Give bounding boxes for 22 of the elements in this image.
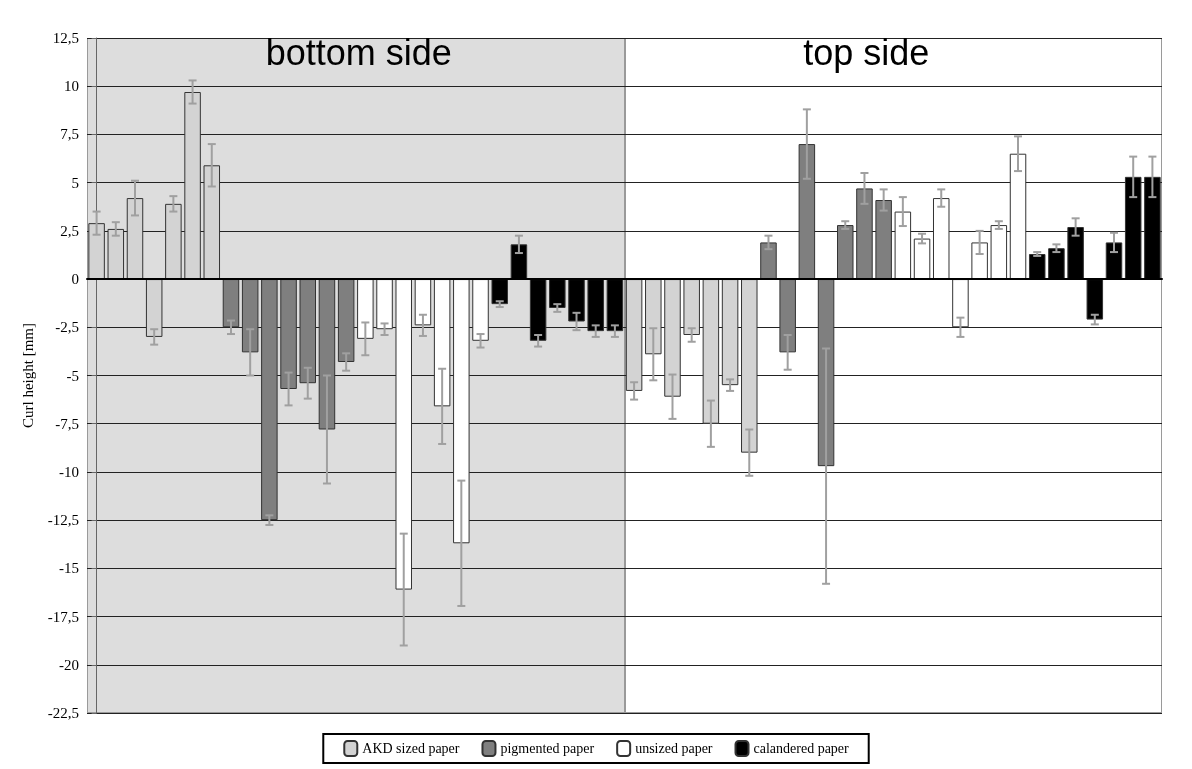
y-tick-label: 10 bbox=[64, 78, 79, 95]
y-tick-label: -7,5 bbox=[55, 415, 79, 432]
y-tick-label: 0 bbox=[71, 271, 79, 288]
y-tick-label: -17,5 bbox=[47, 608, 79, 625]
annotation: bottom side bbox=[265, 31, 452, 73]
annotation: top side bbox=[803, 31, 930, 73]
y-tick-label: -12,5 bbox=[47, 512, 79, 529]
legend-label: AKD sized paper bbox=[362, 741, 460, 756]
legend-label: unsized paper bbox=[635, 741, 713, 756]
y-tick-label: 12,5 bbox=[52, 30, 79, 46]
y-tick-label: -20 bbox=[59, 656, 79, 673]
y-tick-label: 7,5 bbox=[60, 126, 79, 143]
y-tick-label: 2,5 bbox=[60, 222, 79, 239]
y-tick-label: -5 bbox=[66, 367, 79, 384]
y-tick-label: -10 bbox=[59, 463, 79, 480]
y-axis-title: Curl height [mm] bbox=[19, 323, 36, 428]
y-tick-label: 5 bbox=[71, 174, 79, 191]
legend-label: calandered paper bbox=[753, 741, 850, 756]
y-tick-label: -22,5 bbox=[47, 705, 79, 721]
y-tick-label: -2,5 bbox=[55, 319, 79, 336]
legend-label: pigmented paper bbox=[500, 741, 595, 756]
y-tick-label: -15 bbox=[59, 560, 79, 577]
